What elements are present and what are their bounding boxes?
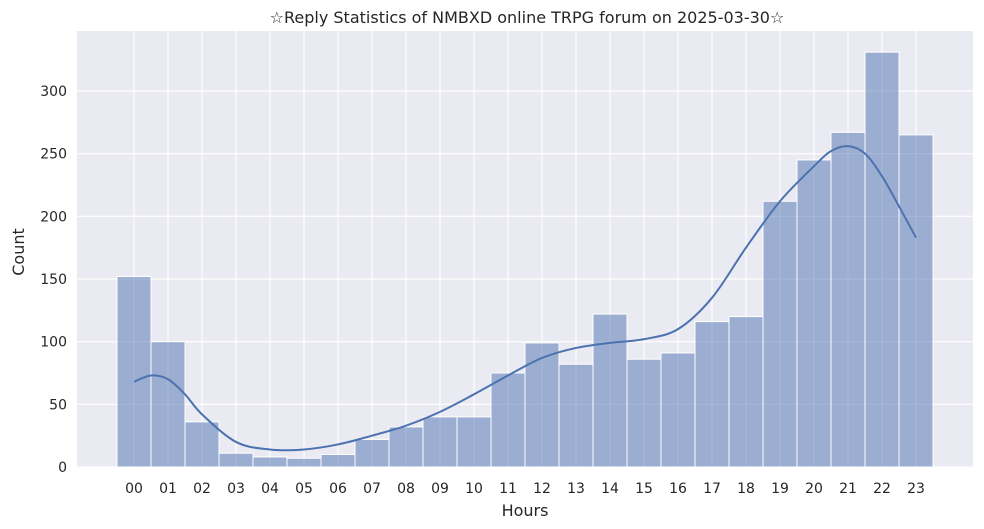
x-tick-label: 16 [669, 481, 687, 497]
x-tick-label: 04 [261, 481, 279, 497]
bar-hour-08 [388, 426, 424, 468]
x-tick-label: 23 [907, 481, 925, 497]
x-tick-label: 02 [193, 481, 211, 497]
x-tick-label: 21 [839, 481, 857, 497]
bar-hour-06 [320, 453, 356, 468]
x-tick-label: 20 [805, 481, 823, 497]
chart-title: ☆Reply Statistics of NMBXD online TRPG f… [270, 8, 785, 27]
x-tick-label: 18 [737, 481, 755, 497]
bar-hour-07 [354, 438, 390, 468]
x-tick-label: 01 [159, 481, 177, 497]
bar-hour-19 [762, 200, 798, 468]
bar-hour-13 [558, 363, 594, 468]
x-tick-label: 05 [295, 481, 313, 497]
x-tick-label: 06 [329, 481, 347, 497]
bar-hour-12 [524, 342, 560, 468]
bar-hour-10 [456, 416, 492, 468]
y-tick-label: 0 [58, 460, 67, 476]
bars [116, 51, 934, 468]
kde-line [133, 145, 917, 452]
x-tick-label: 10 [465, 481, 483, 497]
bar-hour-20 [796, 159, 832, 468]
x-tick-label: 22 [873, 481, 891, 497]
x-tick-label: 15 [635, 481, 653, 497]
bar-hour-23 [898, 134, 934, 468]
bar-hour-02 [184, 421, 220, 468]
x-tick-label: 09 [431, 481, 449, 497]
y-tick-label: 250 [40, 147, 67, 163]
x-tick-label: 11 [499, 481, 517, 497]
bar-hour-16 [660, 352, 696, 468]
x-axis-label: Hours [502, 501, 549, 520]
x-tick-label: 14 [601, 481, 619, 497]
bar-hour-00 [116, 275, 152, 468]
y-axis-ticks: 0 50 100 150 200 250 300 [40, 84, 67, 476]
bar-hour-01 [150, 341, 186, 468]
bar-hour-14 [592, 313, 628, 468]
bar-hour-04 [252, 456, 288, 468]
bar-hour-05 [286, 457, 322, 468]
bar-hour-21 [830, 131, 866, 468]
x-tick-label: 07 [363, 481, 381, 497]
x-tick-label: 12 [533, 481, 551, 497]
bar-hour-17 [694, 321, 730, 468]
x-tick-label: 00 [125, 481, 143, 497]
y-axis-label: Count [9, 228, 28, 276]
x-tick-label: 13 [567, 481, 585, 497]
x-tick-label: 19 [771, 481, 789, 497]
x-tick-label: 08 [397, 481, 415, 497]
y-tick-label: 150 [40, 272, 67, 288]
y-tick-label: 200 [40, 209, 67, 225]
x-tick-label: 03 [227, 481, 245, 497]
bar-hour-09 [422, 416, 458, 468]
bar-hour-11 [490, 372, 526, 468]
x-tick-label: 17 [703, 481, 721, 497]
y-tick-label: 300 [40, 84, 67, 100]
bar-hour-03 [218, 452, 254, 468]
bar-hour-22 [864, 51, 900, 468]
y-tick-label: 100 [40, 335, 67, 351]
bar-hour-18 [728, 316, 764, 468]
y-tick-label: 50 [49, 397, 67, 413]
bar-hour-15 [626, 358, 662, 468]
x-axis-ticks: 00 01 02 03 04 05 06 07 08 09 10 11 12 13 14 15 16 17 18 19… [125, 481, 925, 497]
